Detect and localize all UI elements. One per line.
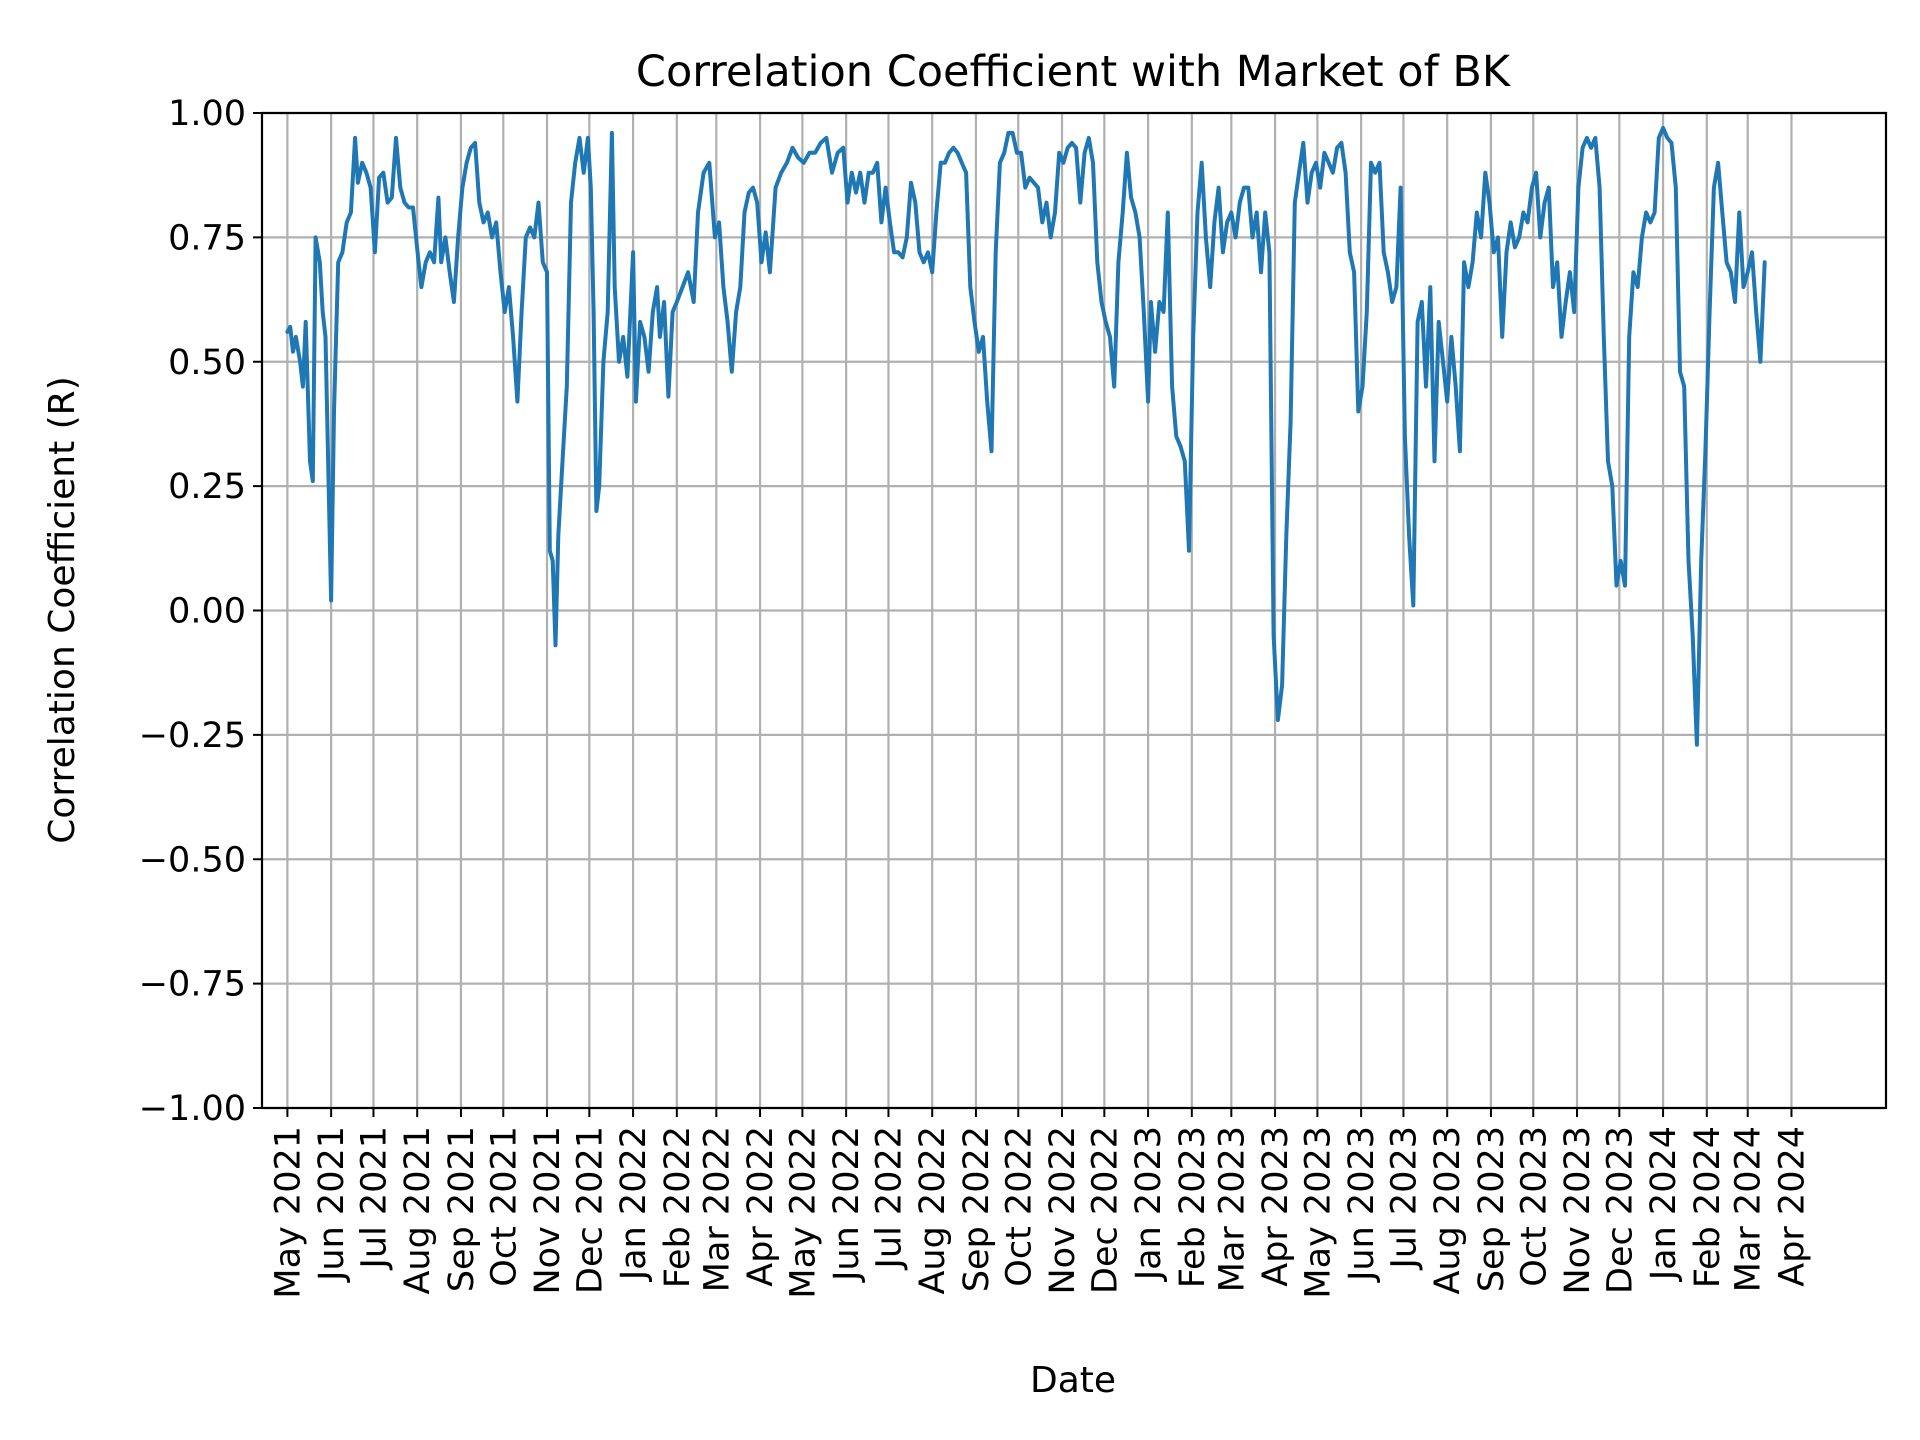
x-tick-label: Jul 2023 (1385, 1126, 1425, 1270)
x-tick-label: Mar 2022 (697, 1126, 737, 1292)
x-tick-label: Feb 2023 (1173, 1126, 1213, 1288)
x-tick-label: Jun 2022 (827, 1126, 867, 1283)
series-line-1 (285, 125, 1767, 747)
x-tick-label: Jan 2024 (1644, 1126, 1684, 1282)
series-layer (285, 125, 1767, 747)
x-tick-label: Apr 2023 (1256, 1126, 1296, 1287)
y-tick-label: 0.75 (168, 218, 246, 258)
x-tick-label: Apr 2022 (741, 1126, 781, 1287)
x-tick-label: Oct 2021 (484, 1126, 524, 1287)
x-tick-label: Sep 2023 (1472, 1126, 1512, 1292)
x-tick-label: May 2021 (268, 1126, 308, 1299)
x-tick-label: Dec 2021 (570, 1126, 610, 1294)
chart-title: Correlation Coefficient with Market of B… (636, 47, 1512, 97)
x-tick-label: Jul 2021 (355, 1126, 395, 1270)
x-tick-label: May 2022 (783, 1126, 823, 1299)
y-tick-label: −0.25 (139, 716, 246, 756)
y-tick-label: −0.75 (139, 965, 246, 1005)
x-tick-label: Dec 2023 (1600, 1126, 1640, 1294)
x-tick-label: Feb 2024 (1688, 1126, 1728, 1288)
x-tick-label: Jul 2022 (870, 1126, 910, 1270)
y-tick-label: −1.00 (139, 1089, 246, 1129)
x-tick-label: Sep 2021 (442, 1126, 482, 1292)
y-tick-label: 0.00 (168, 592, 246, 632)
x-tick-label: Oct 2022 (999, 1126, 1039, 1287)
y-axis: −1.00 −0.75 −0.50 −0.25 0.00 0.25 0.50 0.75 1.00 (139, 94, 262, 1129)
x-tick-label: Jan 2022 (614, 1126, 654, 1282)
y-tick-label: −0.50 (139, 840, 246, 880)
x-tick-label: Nov 2023 (1558, 1126, 1598, 1295)
x-tick-label: Aug 2022 (913, 1126, 953, 1295)
x-tick-label: Oct 2023 (1514, 1126, 1554, 1287)
y-tick-label: 0.50 (168, 343, 246, 383)
x-tick-label: Mar 2023 (1212, 1126, 1252, 1292)
x-tick-label: Nov 2021 (528, 1126, 568, 1295)
x-axis: May 2021 Jun 2021 Jul 2021 Aug 2021 Sep 2021… (268, 1108, 1813, 1299)
x-tick-label: Jan 2023 (1129, 1126, 1169, 1282)
x-tick-label: Feb 2022 (658, 1126, 698, 1288)
x-tick-label: Mar 2024 (1729, 1126, 1769, 1292)
x-tick-label: Aug 2021 (398, 1126, 438, 1295)
x-axis-label: Date (1030, 1360, 1116, 1401)
x-tick-label: Jun 2023 (1342, 1126, 1382, 1283)
y-tick-label: 0.25 (168, 467, 246, 507)
x-tick-label: Jun 2021 (312, 1126, 352, 1283)
x-tick-label: Apr 2024 (1773, 1126, 1813, 1287)
x-tick-label: Aug 2023 (1428, 1126, 1468, 1295)
x-tick-label: Dec 2022 (1085, 1126, 1125, 1294)
y-axis-label: Correlation Coefficient (R) (42, 376, 83, 844)
x-tick-label: Nov 2022 (1043, 1126, 1083, 1295)
y-tick-label: 1.00 (168, 94, 246, 134)
x-tick-label: Sep 2022 (957, 1126, 997, 1292)
x-tick-label: May 2023 (1298, 1126, 1338, 1299)
